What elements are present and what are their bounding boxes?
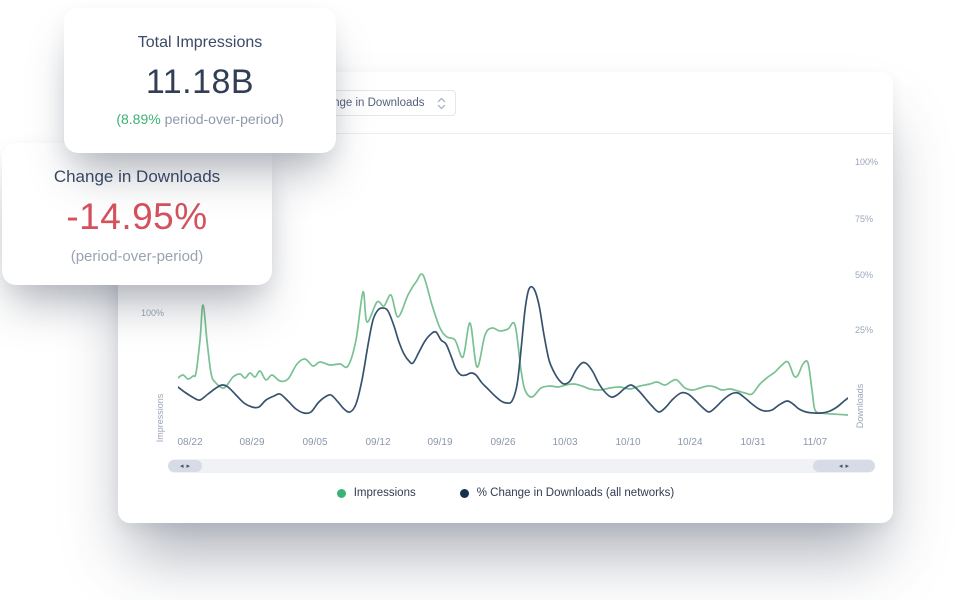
x-tick-10-10: 10/10	[615, 437, 641, 448]
right-axis-title: Downloads	[855, 383, 865, 429]
scrollbar-left-handle[interactable]: ◂ ▸	[168, 460, 202, 472]
x-tick-08-29: 08/29	[239, 437, 265, 448]
header-divider	[118, 133, 893, 134]
x-tick-10-31: 10/31	[740, 437, 766, 448]
x-axis-labels: 08/22 08/29 09/05 09/12 09/19 09/26 10/03 10/10…	[177, 437, 848, 451]
series-line-downloads-change	[178, 285, 848, 415]
chart-panel: Change in Downloads 100% Impressions 100…	[118, 72, 893, 523]
scroll-left-icon: ◂	[838, 462, 843, 470]
x-tick-11-07: 11/07	[802, 437, 828, 448]
legend-dot-icon	[336, 488, 346, 498]
chart-legend: Impressions % Change in Downloads (all ne…	[118, 487, 893, 499]
change-label: period-over-period)	[160, 111, 284, 127]
chevron-updown-icon	[437, 97, 446, 110]
scroll-left-icon: ◂	[179, 462, 184, 470]
right-axis-tick-50: 50%	[855, 270, 874, 280]
left-axis-tick-100: 100%	[140, 308, 164, 318]
x-tick-09-05: 09/05	[302, 437, 328, 448]
series-line-impressions	[178, 273, 848, 416]
card-title: Total Impressions	[137, 34, 263, 51]
legend-item-downloads-change[interactable]: % Change in Downloads (all networks)	[459, 487, 675, 499]
scroll-right-icon: ▸	[186, 462, 191, 470]
period-change-text: (8.89% period-over-period)	[64, 111, 336, 127]
scroll-right-icon: ▸	[845, 462, 850, 470]
chart-scrollbar-track[interactable]: ◂ ▸ ◂ ▸	[168, 459, 875, 473]
change-percent: (8.89%	[116, 111, 161, 127]
x-tick-09-19: 09/19	[427, 437, 453, 448]
right-axis-tick-75: 75%	[855, 214, 874, 224]
right-axis-tick-100: 100%	[855, 157, 879, 167]
x-tick-09-26: 09/26	[490, 437, 516, 448]
legend-item-impressions[interactable]: Impressions	[336, 487, 416, 499]
line-chart-plot[interactable]	[178, 145, 848, 435]
x-tick-08-22: 08/22	[177, 437, 203, 448]
left-axis-title: Impressions	[155, 393, 165, 443]
scrollbar-right-handle[interactable]: ◂ ▸	[813, 460, 875, 472]
total-impressions-value: 11.18B	[145, 63, 255, 101]
card-title: Change in Downloads	[53, 167, 221, 186]
right-axis-tick-25: 25%	[855, 325, 874, 335]
x-tick-10-03: 10/03	[552, 437, 578, 448]
change-in-downloads-card: Change in Downloads -14.95% (period-over…	[2, 143, 272, 285]
downloads-change-value: -14.95%	[66, 196, 208, 237]
metric-dropdown-value: Change in Downloads	[312, 97, 425, 109]
x-tick-10-24: 10/24	[677, 437, 703, 448]
legend-label: Impressions	[353, 487, 416, 499]
legend-label: % Change in Downloads (all networks)	[476, 487, 675, 499]
x-tick-09-12: 09/12	[365, 437, 391, 448]
total-impressions-card: Total Impressions 11.18B (8.89% period-o…	[64, 8, 336, 153]
period-label: (period-over-period)	[70, 248, 204, 265]
legend-dot-icon	[459, 488, 469, 498]
